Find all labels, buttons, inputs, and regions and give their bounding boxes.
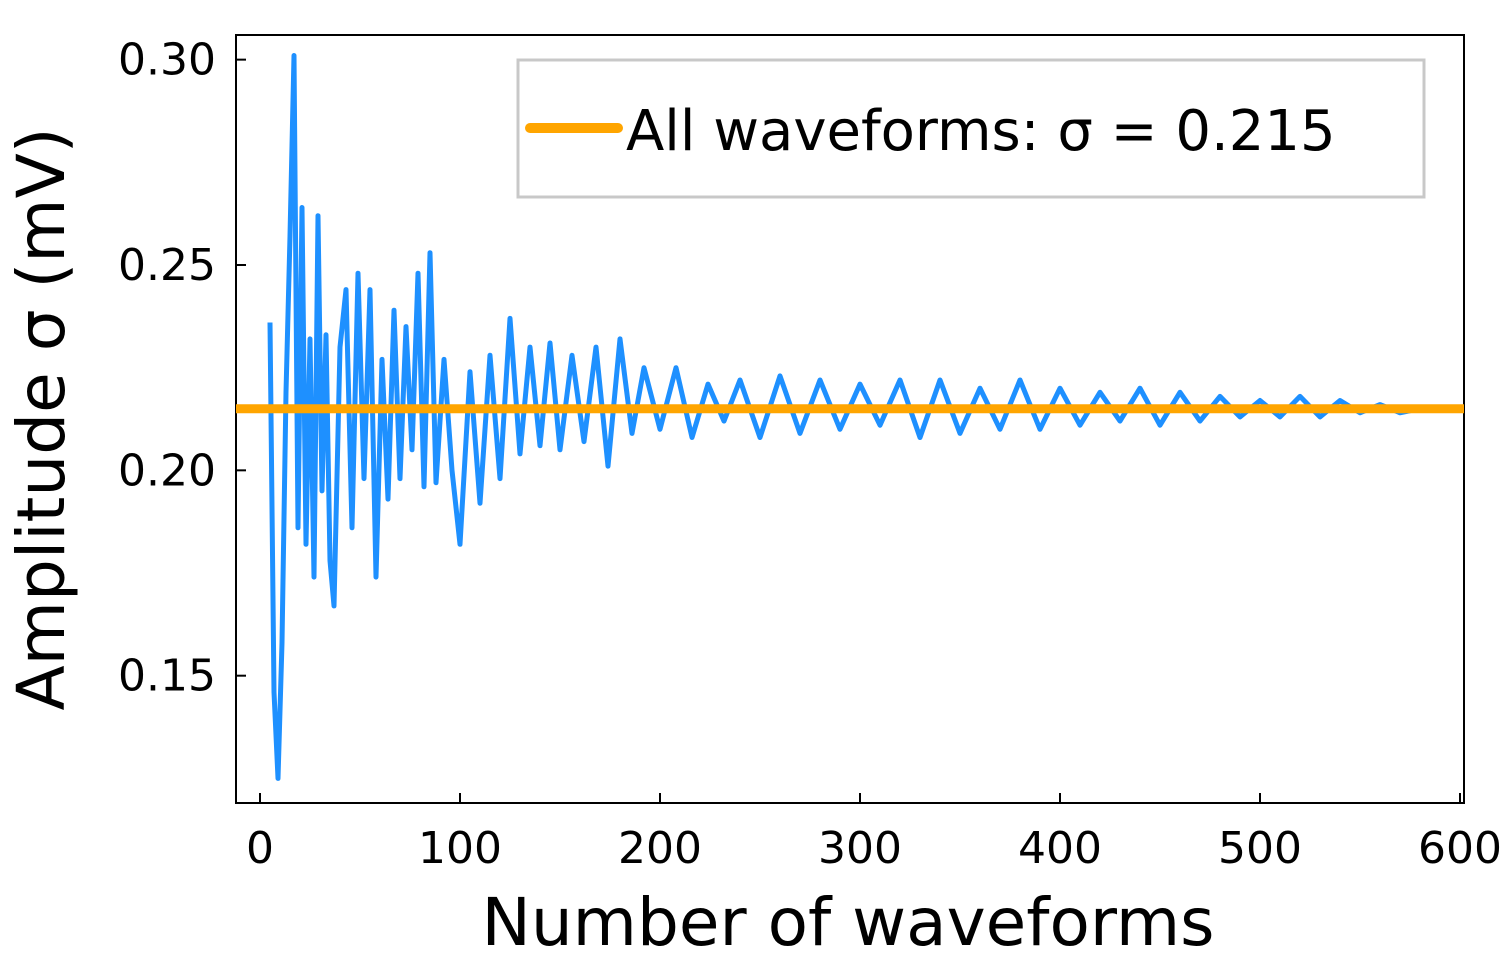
- y-tick-label: 0.30: [118, 35, 216, 86]
- y-tick-label: 0.25: [118, 240, 216, 291]
- x-tick-label: 100: [418, 823, 502, 874]
- x-tick-label: 600: [1418, 823, 1500, 874]
- x-axis-ticks: 0 100 200 300 400 500 600: [246, 793, 1500, 874]
- series-layer: [236, 53, 1464, 781]
- x-tick-label: 400: [1018, 823, 1102, 874]
- x-tick-label: 500: [1218, 823, 1302, 874]
- legend-label: All waveforms: σ = 0.215: [626, 99, 1336, 164]
- y-axis-ticks: 0.15 0.20 0.25 0.30: [118, 35, 246, 702]
- x-tick-label: 200: [618, 823, 702, 874]
- x-tick-label: 0: [246, 823, 274, 874]
- y-tick-label: 0.15: [118, 651, 216, 702]
- x-axis-label: Number of waveforms: [481, 884, 1214, 960]
- legend: All waveforms: σ = 0.215: [516, 58, 1426, 199]
- x-tick-label: 300: [818, 823, 902, 874]
- y-tick-label: 0.20: [118, 445, 216, 496]
- legend-box: [516, 58, 1426, 199]
- y-axis-label: Amplitude σ (mV): [3, 128, 80, 711]
